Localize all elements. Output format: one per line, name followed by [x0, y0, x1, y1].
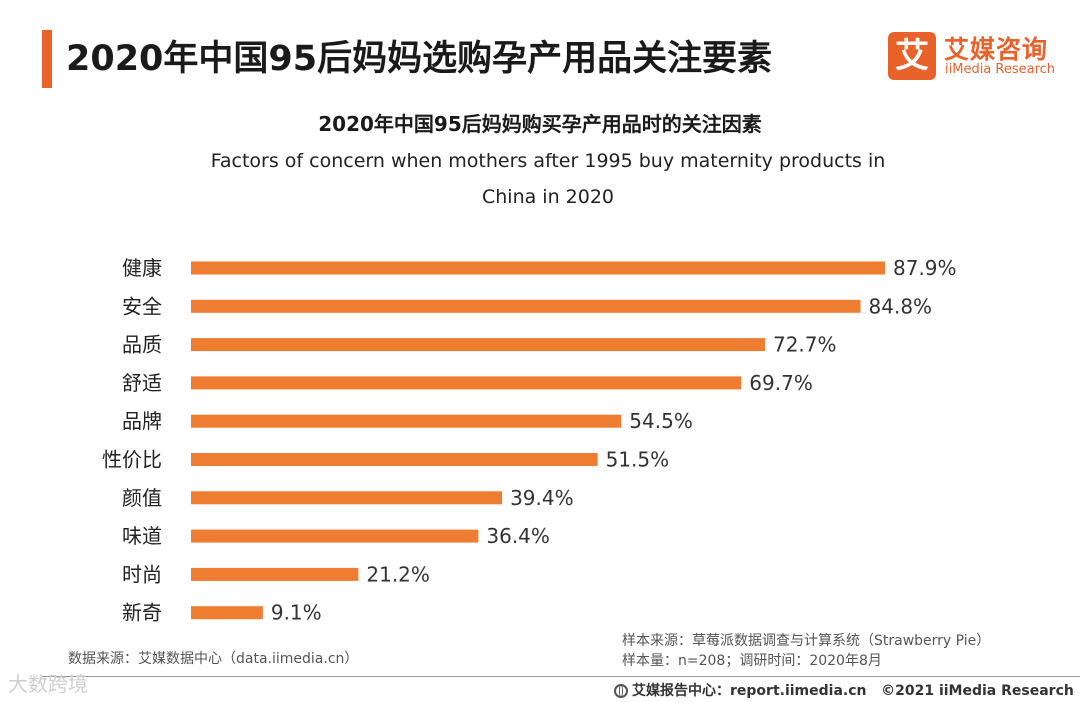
- category-label: 性价比: [102, 448, 162, 472]
- chart-subtitle-line1: Factors of concern when mothers after 19…: [210, 150, 886, 172]
- value-label: 87.9%: [893, 256, 957, 280]
- sample-source-note: 样本来源：草莓派数据调查与计算系统（Strawberry Pie）: [622, 633, 991, 649]
- data-source-note: 数据来源：艾媒数据中心（data.iimedia.cn）: [68, 651, 359, 667]
- value-label: 84.8%: [869, 294, 933, 318]
- footer-credits: 艾媒报告中心：report.iimedia.cn ©2021 iiMedia R…: [614, 680, 1080, 700]
- footer-divider: [42, 676, 1080, 677]
- copyright-text: ©2021 iiMedia Research Inc: [881, 683, 1080, 699]
- value-label: 9.1%: [271, 601, 322, 625]
- chart-subtitle-line2: China in 2020: [481, 186, 615, 208]
- category-label: 安全: [122, 294, 162, 318]
- value-label: 51.5%: [606, 448, 670, 472]
- watermark: 大数跨境: [8, 672, 88, 696]
- category-label: 品质: [122, 333, 162, 357]
- category-label: 新奇: [122, 601, 162, 625]
- iimedia-logo: 艾 艾媒咨询 iiMedia Research: [888, 32, 1068, 82]
- bar-chart: 健康 87.9% 安全 84.8% 品质 72.7% 舒适 69.7% 品牌 54.5% 性价比 51…: [102, 256, 957, 625]
- bar: [191, 414, 622, 428]
- bar: [191, 529, 479, 543]
- category-label: 颜值: [122, 486, 162, 510]
- globe-icon: [614, 684, 628, 698]
- bar: [191, 491, 503, 505]
- logo-cn-text: 艾媒咨询: [944, 35, 1049, 64]
- value-label: 21.2%: [366, 562, 430, 586]
- bar: [191, 299, 861, 313]
- logo-mark: 艾: [888, 32, 936, 80]
- category-label: 健康: [122, 256, 162, 280]
- logo-en-text: iiMedia Research: [945, 62, 1056, 77]
- bar: [191, 606, 263, 620]
- page-title: 2020年中国95后妈妈选购孕产用品关注要素: [66, 39, 773, 79]
- category-label: 味道: [122, 524, 162, 548]
- value-label: 69.7%: [749, 371, 813, 395]
- value-label: 54.5%: [629, 409, 693, 433]
- value-label: 39.4%: [510, 486, 574, 510]
- title-accent-bar: [42, 30, 52, 88]
- category-label: 舒适: [122, 371, 162, 395]
- chart-title: 2020年中国95后妈妈购买孕产用品时的关注因素: [318, 112, 762, 136]
- bar: [191, 338, 765, 352]
- bar: [191, 261, 885, 275]
- bar: [191, 567, 359, 581]
- bar: [191, 376, 742, 390]
- value-label: 36.4%: [486, 524, 550, 548]
- sample-info-note: 样本量：n=208；调研时间：2020年8月: [622, 653, 882, 669]
- chart-subtitle: Factors of concern when mothers after 19…: [208, 143, 888, 215]
- value-label: 72.7%: [773, 333, 837, 357]
- category-label: 时尚: [122, 562, 162, 586]
- bar: [191, 453, 598, 466]
- category-label: 品牌: [122, 409, 162, 433]
- report-center-link[interactable]: 艾媒报告中心：report.iimedia.cn: [632, 683, 867, 699]
